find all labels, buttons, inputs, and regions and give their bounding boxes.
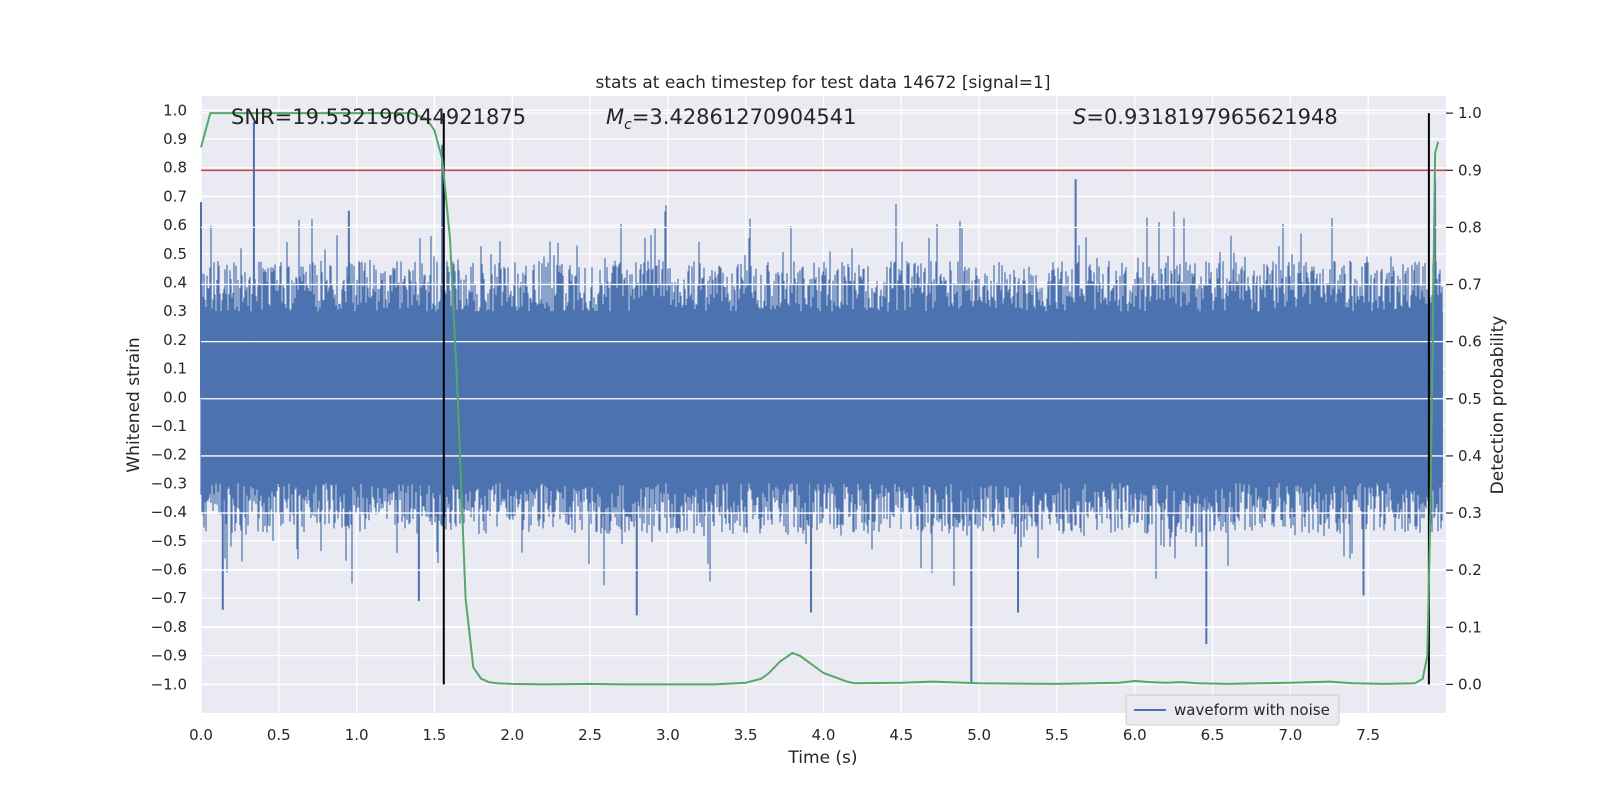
y-left-tick-label: −0.6 — [151, 561, 187, 579]
y-left-tick-label: 0.7 — [163, 187, 187, 205]
x-tick-label: 7.5 — [1356, 726, 1380, 744]
y-left-tick-label: −0.7 — [151, 589, 187, 607]
snr-annotation: SNR=19.532196044921875 — [231, 105, 526, 129]
y-right-tick-label: 0.3 — [1458, 504, 1482, 522]
y-right-axis-label: Detection probability — [1488, 316, 1508, 495]
y-left-tick-label: −0.2 — [151, 446, 187, 464]
s-symbol: S — [1073, 105, 1086, 129]
x-tick-label: 5.5 — [1045, 726, 1069, 744]
y-left-tick-label: −0.3 — [151, 474, 187, 492]
x-tick-label: 1.5 — [423, 726, 447, 744]
x-tick-label: 7.0 — [1278, 726, 1302, 744]
y-left-tick-label: −0.1 — [151, 417, 187, 435]
y-left-tick-label: 0.6 — [163, 216, 187, 234]
s-annotation: S=0.9318197965621948 — [1073, 105, 1338, 129]
y-right-tick-label: 0.6 — [1458, 333, 1482, 351]
y-right-axis-ticks: 1.0 0.9 0.8 0.7 0.6 0.5 0.4 0.3 0.2 0.1 0.0 — [1446, 104, 1482, 693]
y-right-tick-label: 0.2 — [1458, 561, 1482, 579]
y-left-axis-ticks: 1.0 0.9 0.8 0.7 0.6 0.5 0.4 0.3 0.2 0.1 0.0 −0.1 −0.… — [151, 101, 187, 693]
x-tick-label: 0.0 — [189, 726, 213, 744]
y-left-tick-label: 0.1 — [163, 360, 187, 378]
x-tick-label: 4.0 — [812, 726, 836, 744]
s-value: =0.9318197965621948 — [1086, 105, 1337, 129]
y-right-tick-label: 0.0 — [1458, 675, 1482, 693]
x-axis-ticks: 0.0 0.5 1.0 1.5 2.0 2.5 3.0 3.5 4.0 4.5 5.0 5.5 6.0 6… — [189, 726, 1380, 744]
y-left-tick-label: 0.2 — [163, 331, 187, 349]
x-axis-label: Time (s) — [787, 748, 857, 768]
noise-core — [201, 311, 1443, 484]
legend-label: waveform with noise — [1174, 701, 1330, 719]
x-tick-label: 2.0 — [500, 726, 524, 744]
x-tick-label: 6.0 — [1123, 726, 1147, 744]
chart-title: stats at each timestep for test data 146… — [596, 73, 1051, 93]
y-left-tick-label: −0.4 — [151, 503, 187, 521]
y-left-tick-label: 0.0 — [163, 388, 187, 406]
detection-probability-series — [200, 112, 1440, 686]
x-tick-label: 6.5 — [1201, 726, 1225, 744]
legend: waveform with noise — [1125, 694, 1340, 726]
y-right-tick-label: 1.0 — [1458, 104, 1482, 122]
y-left-tick-label: 0.3 — [163, 302, 187, 320]
y-right-tick-label: 0.7 — [1458, 276, 1482, 294]
y-left-tick-label: −0.5 — [151, 532, 187, 550]
x-tick-label: 5.0 — [967, 726, 991, 744]
x-tick-label: 3.0 — [656, 726, 680, 744]
y-left-tick-label: 0.4 — [163, 274, 187, 292]
y-right-tick-label: 0.5 — [1458, 390, 1482, 408]
y-left-tick-label: 0.8 — [163, 159, 187, 177]
y-right-tick-label: 0.4 — [1458, 447, 1482, 465]
mc-subscript: c — [624, 117, 632, 133]
chirp-mass-annotation: Mc=3.42861270904541 — [606, 105, 857, 133]
y-right-tick-label: 0.1 — [1458, 618, 1482, 636]
y-left-tick-label: −0.8 — [151, 618, 187, 636]
legend-box — [1125, 694, 1340, 726]
y-left-tick-label: 0.9 — [163, 130, 187, 148]
x-tick-label: 1.0 — [345, 726, 369, 744]
x-tick-label: 4.5 — [889, 726, 913, 744]
x-tick-label: 0.5 — [267, 726, 291, 744]
y-left-tick-label: −0.9 — [151, 647, 187, 665]
y-right-tick-label: 0.9 — [1458, 161, 1482, 179]
mc-value: =3.42861270904541 — [632, 105, 857, 129]
x-tick-label: 2.5 — [578, 726, 602, 744]
y-left-tick-label: −1.0 — [151, 675, 187, 693]
y-left-tick-label: 1.0 — [163, 101, 187, 119]
detection-probability-line — [200, 112, 1440, 686]
y-left-axis-label: Whitened strain — [124, 337, 144, 472]
mc-symbol: M — [606, 105, 624, 129]
x-tick-label: 3.5 — [734, 726, 758, 744]
y-left-tick-label: 0.5 — [163, 245, 187, 263]
y-right-tick-label: 0.8 — [1458, 218, 1482, 236]
